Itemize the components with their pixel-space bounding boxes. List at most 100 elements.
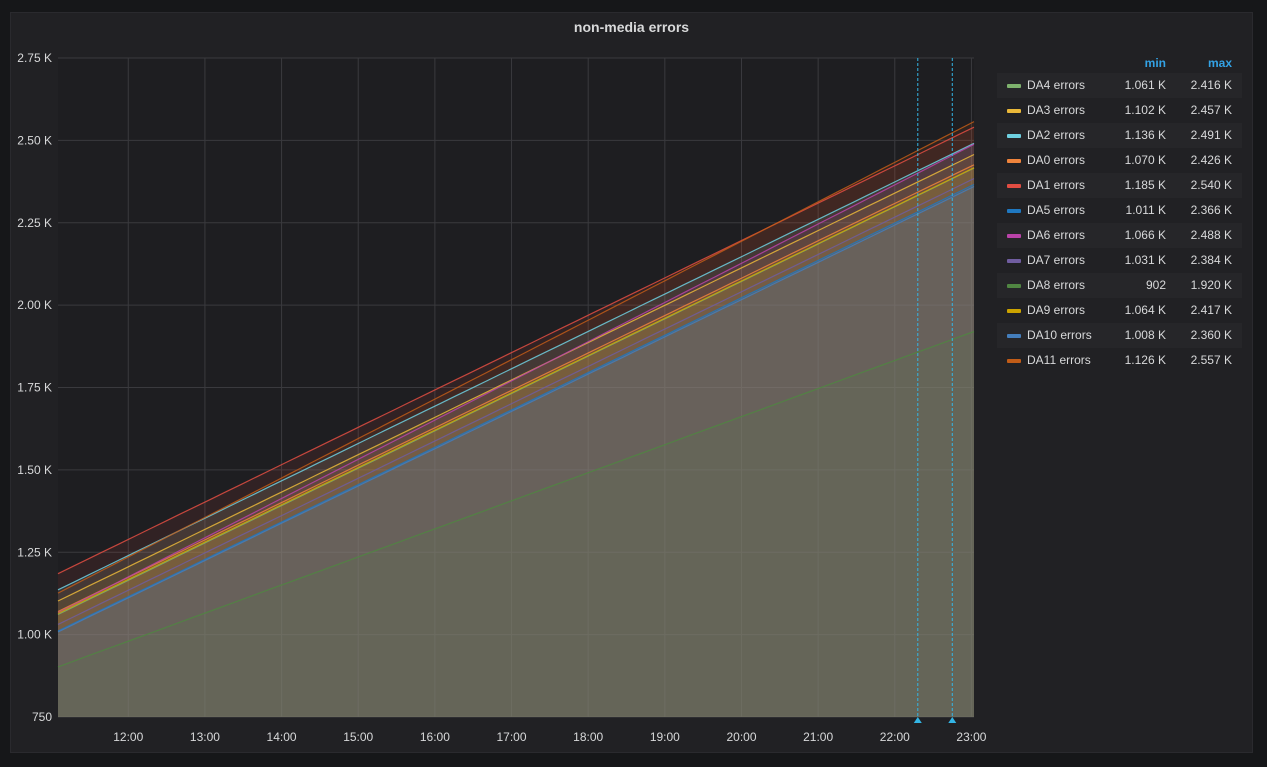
legend-item[interactable]: DA7 errors 1.031 K 2.384 K: [997, 248, 1242, 273]
series-area: [58, 186, 974, 717]
series-line[interactable]: [57, 121, 975, 594]
legend-max-value: 2.491 K: [1190, 128, 1232, 142]
legend-swatch[interactable]: [1007, 259, 1021, 263]
legend-item[interactable]: DA11 errors 1.126 K 2.557 K: [997, 348, 1242, 373]
legend-series-name[interactable]: DA9 errors: [1027, 303, 1086, 317]
x-tick-label: 21:00: [803, 730, 833, 744]
legend-max-value: 2.417 K: [1190, 303, 1232, 317]
x-tick-label: 17:00: [497, 730, 527, 744]
legend-max-value: 2.416 K: [1190, 78, 1232, 92]
legend-max-value: 2.426 K: [1190, 153, 1232, 167]
legend-min-value: 1.136 K: [1124, 128, 1166, 142]
x-tick-label: 22:00: [880, 730, 910, 744]
series-line[interactable]: [57, 153, 975, 602]
series-area: [58, 184, 974, 717]
series-line[interactable]: [57, 178, 975, 625]
legend-max-value: 2.366 K: [1190, 203, 1232, 217]
legend-series-name[interactable]: DA7 errors: [1027, 253, 1086, 267]
legend-min-value: 1.031 K: [1124, 253, 1166, 267]
legend-swatch[interactable]: [1007, 284, 1021, 288]
series-line[interactable]: [57, 164, 975, 613]
x-tick-label: 15:00: [343, 730, 373, 744]
legend-series-name[interactable]: DA0 errors: [1027, 153, 1086, 167]
series-line[interactable]: [57, 143, 975, 614]
legend-series-name[interactable]: DA8 errors: [1027, 278, 1086, 292]
series-area: [58, 168, 974, 718]
legend-min-value: 1.066 K: [1124, 228, 1166, 242]
panel-title[interactable]: non-media errors: [573, 19, 690, 35]
legend-swatch[interactable]: [1007, 84, 1021, 88]
series-area: [58, 178, 974, 718]
y-tick-label: 2.25 K: [17, 216, 52, 230]
legend-series-name[interactable]: DA5 errors: [1027, 203, 1086, 217]
legend-item[interactable]: DA8 errors 902 1.920 K: [997, 273, 1242, 298]
x-tick-label: 23:00: [956, 730, 986, 744]
legend-item[interactable]: DA3 errors 1.102 K 2.457 K: [997, 98, 1242, 123]
legend-swatch[interactable]: [1007, 309, 1021, 313]
y-tick-label: 750: [32, 710, 52, 724]
legend-min-value: 1.061 K: [1124, 78, 1166, 92]
x-tick-label: 14:00: [267, 730, 297, 744]
legend-min-header[interactable]: min: [1144, 56, 1166, 70]
series-area: [58, 127, 974, 717]
legend-max-value: 2.488 K: [1190, 228, 1232, 242]
graph-panel: non-media errors 750 1.00 K 1.25 K 1.50 K 1.…: [10, 12, 1253, 753]
y-tick-label: 2.75 K: [17, 51, 52, 65]
annotation-marker[interactable]: [913, 717, 922, 723]
legend-swatch[interactable]: [1007, 234, 1021, 238]
legend-item[interactable]: DA0 errors 1.070 K 2.426 K: [997, 148, 1242, 173]
series-line[interactable]: [57, 183, 975, 632]
annotation-marker[interactable]: [948, 717, 957, 723]
x-tick-label: 12:00: [113, 730, 143, 744]
legend-max-value: 2.360 K: [1190, 328, 1232, 342]
legend-item[interactable]: DA6 errors 1.066 K 2.488 K: [997, 223, 1242, 248]
series-line[interactable]: [57, 330, 975, 668]
legend-min-value: 1.070 K: [1124, 153, 1166, 167]
legend-max-value: 2.557 K: [1190, 353, 1232, 367]
legend-item[interactable]: DA5 errors 1.011 K 2.366 K: [997, 198, 1242, 223]
series-area: [58, 164, 974, 718]
legend-series-name[interactable]: DA6 errors: [1027, 228, 1086, 242]
series-line[interactable]: [57, 167, 975, 615]
legend-swatch[interactable]: [1007, 334, 1021, 338]
legend-item[interactable]: DA2 errors 1.136 K 2.491 K: [997, 123, 1242, 148]
legend-min-value: 1.008 K: [1124, 328, 1166, 342]
legend-swatch[interactable]: [1007, 109, 1021, 113]
legend-item[interactable]: DA4 errors 1.061 K 2.416 K: [997, 73, 1242, 98]
series-area: [58, 144, 974, 718]
legend-swatch[interactable]: [1007, 134, 1021, 138]
legend-min-value: 1.011 K: [1125, 203, 1166, 217]
legend-max-value: 2.384 K: [1190, 253, 1232, 267]
y-tick-label: 1.75 K: [17, 381, 52, 395]
x-tick-label: 13:00: [190, 730, 220, 744]
legend-series-name[interactable]: DA2 errors: [1027, 128, 1086, 142]
y-tick-label: 2.00 K: [17, 298, 52, 312]
legend-item[interactable]: DA1 errors 1.185 K 2.540 K: [997, 173, 1242, 198]
series-area: [58, 154, 974, 717]
legend-series-name[interactable]: DA10 errors: [1027, 328, 1092, 342]
legend-series-name[interactable]: DA1 errors: [1027, 178, 1086, 192]
legend-swatch[interactable]: [1007, 359, 1021, 363]
x-tick-label: 16:00: [420, 730, 450, 744]
series-area: [58, 143, 974, 718]
legend-series-name[interactable]: DA3 errors: [1027, 103, 1086, 117]
legend-max-value: 2.540 K: [1190, 178, 1232, 192]
legend-max-header[interactable]: max: [1207, 56, 1232, 70]
x-tick-label: 18:00: [573, 730, 603, 744]
legend-item[interactable]: DA9 errors 1.064 K 2.417 K: [997, 298, 1242, 323]
legend-min-value: 1.064 K: [1124, 303, 1166, 317]
series-line[interactable]: [57, 142, 975, 591]
legend-item[interactable]: DA10 errors 1.008 K 2.360 K: [997, 323, 1242, 348]
legend-swatch[interactable]: [1007, 184, 1021, 188]
series-line[interactable]: [57, 126, 975, 575]
legend-max-value: 2.457 K: [1190, 103, 1232, 117]
legend-swatch[interactable]: [1007, 209, 1021, 213]
y-tick-label: 2.50 K: [17, 133, 52, 147]
x-tick-label: 19:00: [650, 730, 680, 744]
legend-series-name[interactable]: DA11 errors: [1027, 353, 1091, 367]
legend: min max DA4 errors 1.061 K 2.416 K DA3 erro…: [997, 53, 1242, 373]
legend-min-value: 1.185 K: [1124, 178, 1166, 192]
series-line[interactable]: [57, 185, 975, 633]
legend-series-name[interactable]: DA4 errors: [1027, 78, 1086, 92]
legend-swatch[interactable]: [1007, 159, 1021, 163]
